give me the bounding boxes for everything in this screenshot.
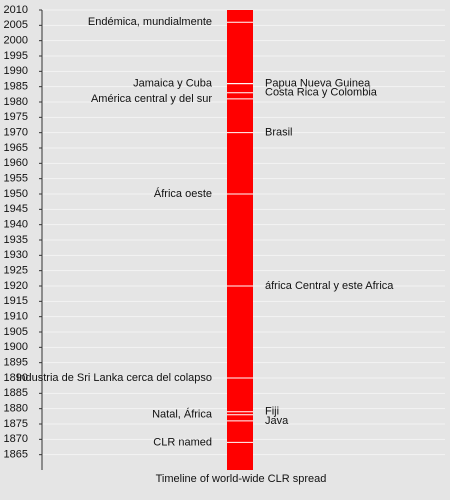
event-label: Java bbox=[265, 415, 289, 427]
event-label: Papua Nueva Guinea bbox=[265, 78, 371, 90]
y-tick-label: 1985 bbox=[4, 81, 28, 93]
y-tick-label: 1950 bbox=[4, 188, 28, 200]
timeline-bar bbox=[227, 10, 253, 470]
event-label: América central y del sur bbox=[91, 93, 212, 105]
y-tick-label: 2010 bbox=[4, 4, 28, 16]
y-tick-label: 1880 bbox=[4, 403, 28, 415]
event-label: Natal, África bbox=[152, 408, 213, 421]
y-tick-label: 1895 bbox=[4, 357, 28, 369]
y-tick-label: 1920 bbox=[4, 280, 28, 292]
y-tick-label: 1890 bbox=[4, 372, 28, 384]
x-axis-label: Timeline of world-wide CLR spread bbox=[156, 473, 327, 485]
y-tick-label: 1940 bbox=[4, 219, 28, 231]
event-label: CLR named bbox=[153, 436, 212, 448]
y-tick-label: 1870 bbox=[4, 433, 28, 445]
y-tick-label: 1930 bbox=[4, 249, 28, 261]
y-tick-label: 1865 bbox=[4, 449, 28, 461]
y-tick-label: 1975 bbox=[4, 111, 28, 123]
y-tick-label: 1925 bbox=[4, 265, 28, 277]
y-tick-label: 1990 bbox=[4, 65, 28, 77]
y-tick-label: 1995 bbox=[4, 50, 28, 62]
event-label: Industria de Sri Lanka cerca del colapso bbox=[16, 372, 212, 384]
y-tick-label: 1910 bbox=[4, 311, 28, 323]
y-tick-label: 1945 bbox=[4, 203, 28, 215]
y-tick-label: 1980 bbox=[4, 96, 28, 108]
y-tick-label: 2000 bbox=[4, 35, 28, 47]
y-tick-label: 1900 bbox=[4, 341, 28, 353]
event-label: Costa Rica y Colombia bbox=[265, 87, 378, 99]
y-tick-label: 1965 bbox=[4, 142, 28, 154]
y-tick-label: 1875 bbox=[4, 418, 28, 430]
y-tick-label: 1955 bbox=[4, 173, 28, 185]
y-tick-label: 2005 bbox=[4, 19, 28, 31]
event-label: Brasil bbox=[265, 127, 293, 139]
event-label: África oeste bbox=[154, 187, 212, 200]
event-label: Jamaica y Cuba bbox=[133, 78, 213, 90]
y-tick-label: 1970 bbox=[4, 127, 28, 139]
y-tick-label: 1905 bbox=[4, 326, 28, 338]
y-tick-label: 1935 bbox=[4, 234, 28, 246]
event-label: áfrica Central y este Africa bbox=[265, 280, 394, 292]
event-label: Endémica, mundialmente bbox=[88, 16, 212, 28]
y-tick-label: 1885 bbox=[4, 387, 28, 399]
y-tick-label: 1915 bbox=[4, 295, 28, 307]
event-label: Fiji bbox=[265, 406, 279, 418]
y-tick-label: 1960 bbox=[4, 157, 28, 169]
